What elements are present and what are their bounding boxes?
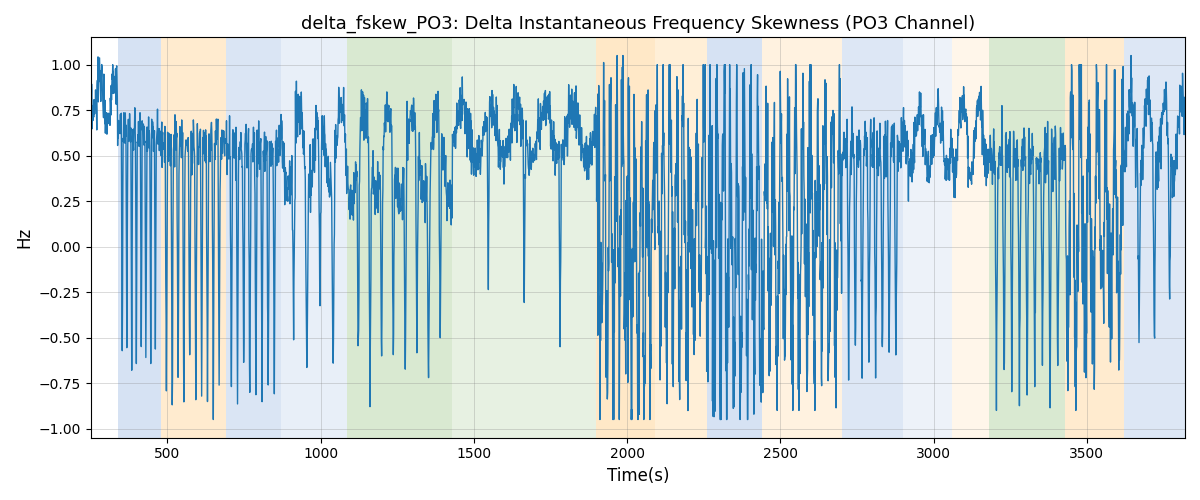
- Bar: [118, 38, 161, 438]
- Bar: [596, 38, 655, 438]
- Bar: [226, 38, 281, 438]
- Bar: [281, 38, 347, 438]
- Bar: [989, 38, 1066, 438]
- Bar: [161, 38, 226, 438]
- Bar: [655, 38, 707, 438]
- Bar: [347, 38, 452, 438]
- Bar: [762, 38, 841, 438]
- Bar: [452, 38, 596, 438]
- Bar: [1066, 38, 1123, 438]
- X-axis label: Time(s): Time(s): [606, 467, 670, 485]
- Bar: [902, 38, 952, 438]
- Bar: [952, 38, 989, 438]
- Bar: [841, 38, 902, 438]
- Title: delta_fskew_PO3: Delta Instantaneous Frequency Skewness (PO3 Channel): delta_fskew_PO3: Delta Instantaneous Fre…: [301, 15, 974, 34]
- Y-axis label: Hz: Hz: [14, 227, 34, 248]
- Bar: [1123, 38, 1186, 438]
- Bar: [707, 38, 762, 438]
